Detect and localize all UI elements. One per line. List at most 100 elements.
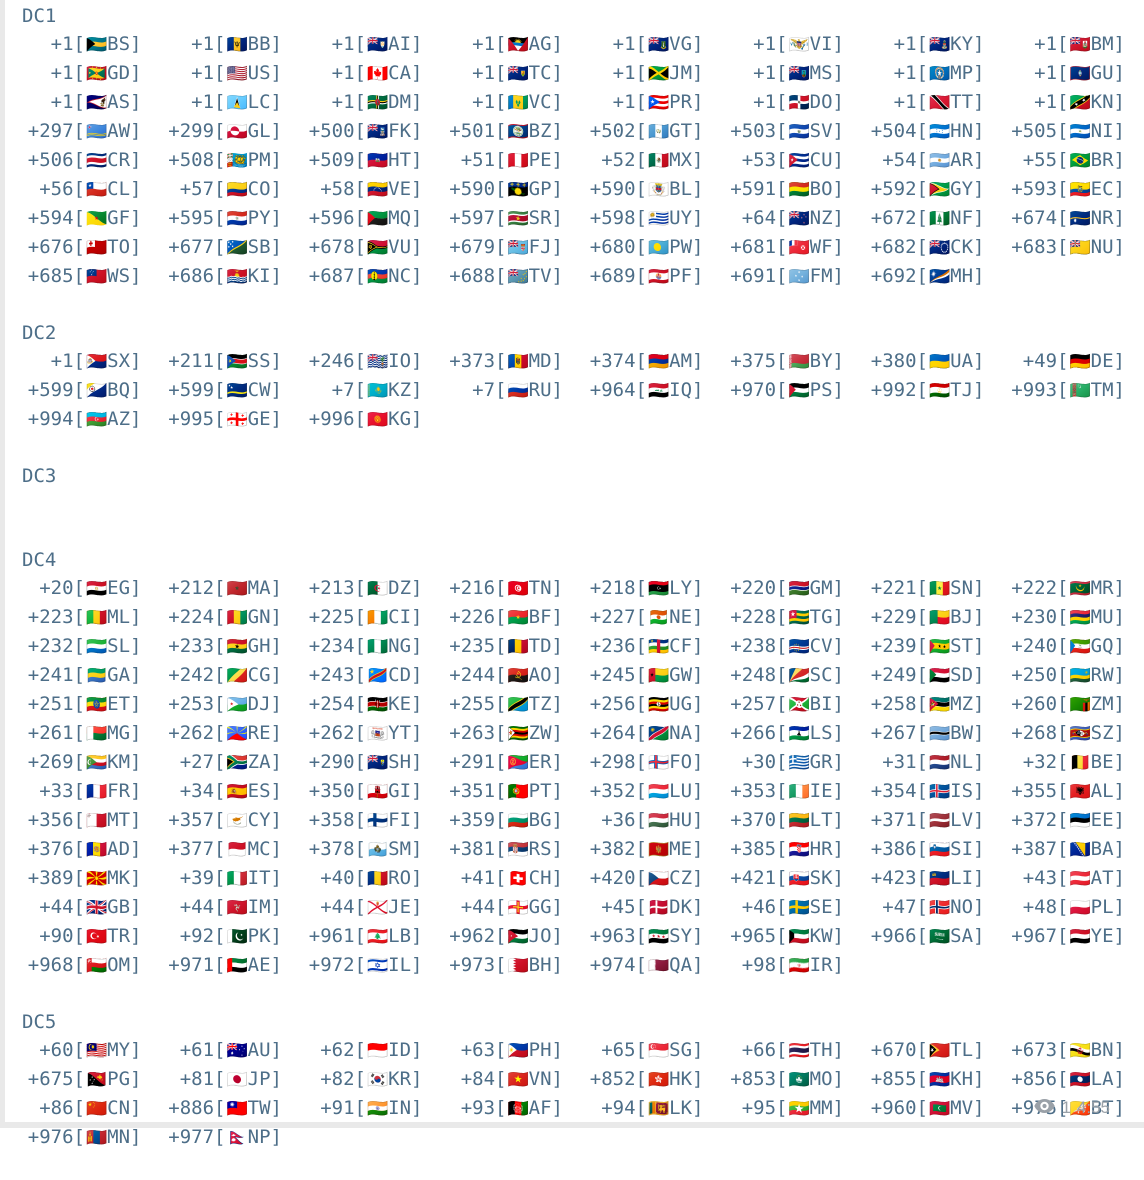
phone-prefix-entry: +359[🇧🇬BG]: [425, 806, 566, 835]
country-code-text: CR]: [107, 149, 142, 171]
prefix-text: +358[: [308, 809, 366, 831]
phone-prefix-entry: +1[🇦🇬AG]: [425, 30, 566, 59]
prefix-text: +242[: [168, 664, 226, 686]
country-flag-icon: 🇪🇸: [226, 782, 248, 802]
prefix-text: +351[: [449, 780, 507, 802]
country-code-text: PK]: [247, 925, 282, 947]
prefix-text: +594[: [27, 207, 85, 229]
country-code-text: CA]: [388, 62, 423, 84]
prefix-text: +223[: [27, 606, 85, 628]
phone-prefix-entry: +598[🇺🇾UY]: [565, 204, 706, 233]
country-code-text: MH]: [950, 265, 985, 287]
country-code-text: US]: [247, 62, 282, 84]
country-code-text: IT]: [247, 867, 282, 889]
country-code-text: SA]: [950, 925, 985, 947]
prefix-text: +51[: [460, 149, 507, 171]
country-code-text: DE]: [1090, 350, 1125, 372]
prefix-text: +420[: [589, 867, 647, 889]
country-flag-icon: 🇦🇫: [507, 1099, 529, 1119]
prefix-text: +672[: [870, 207, 928, 229]
country-code-text: BJ]: [950, 606, 985, 628]
country-code-text: MO]: [809, 1068, 844, 1090]
dc-section-dc3: DC3: [5, 462, 1144, 518]
prefix-text: +238[: [730, 635, 788, 657]
country-flag-icon: 🇹🇷: [86, 927, 107, 947]
country-flag-icon: 🇱🇹: [788, 811, 810, 831]
prefix-text: +84[: [460, 1068, 507, 1090]
phone-prefix-entry: +218[🇱🇾LY]: [565, 574, 706, 603]
country-flag-icon: 🇯🇴: [507, 927, 529, 947]
phone-prefix-entry: +222[🇲🇷MR]: [987, 574, 1128, 603]
phone-prefix-entry: +234[🇳🇬NG]: [284, 632, 425, 661]
country-flag-icon: 🇬🇫: [86, 209, 107, 229]
country-code-text: BH]: [528, 954, 563, 976]
phone-prefix-entry: +592[🇬🇾GY]: [846, 175, 987, 204]
phone-prefix-entry: +92[🇵🇰PK]: [144, 922, 285, 951]
country-flag-icon: 🇯🇵: [226, 1070, 248, 1090]
country-flag-icon: 🇭🇺: [648, 811, 669, 831]
country-flag-icon: 🇫🇴: [648, 753, 669, 773]
prefix-text: +246[: [308, 350, 366, 372]
country-flag-icon: 🇬🇩: [86, 64, 107, 84]
prefix-text: +212[: [168, 577, 226, 599]
phone-prefix-entry: +351[🇵🇹PT]: [425, 777, 566, 806]
phone-prefix-entry: +95[🇲🇲MM]: [706, 1094, 847, 1123]
prefix-text: +423[: [870, 867, 928, 889]
prefix-text: +82[: [320, 1068, 366, 1090]
phone-prefix-entry: +682[🇨🇰CK]: [846, 233, 987, 262]
country-flag-icon: 🇻🇺: [367, 238, 388, 258]
country-code-text: KE]: [388, 693, 423, 715]
country-flag-icon: 🇪🇪: [1069, 811, 1091, 831]
country-code-text: DZ]: [388, 577, 423, 599]
views-eye-icon: [1034, 1098, 1056, 1118]
country-flag-icon: 🇵🇾: [226, 209, 248, 229]
country-flag-icon: 🇧🇯: [929, 608, 950, 628]
prefix-text: +32[: [1022, 751, 1069, 773]
prefix-text: +886[: [168, 1097, 226, 1119]
phone-prefix-entry: +1[🇻🇨VC]: [425, 88, 566, 117]
country-flag-icon: 🇪🇹: [86, 695, 107, 715]
country-code-text: GY]: [950, 178, 985, 200]
prefix-text: +243[: [308, 664, 366, 686]
country-code-text: OM]: [107, 954, 142, 976]
country-code-text: EC]: [1090, 178, 1125, 200]
country-flag-icon: 🇲🇾: [86, 1041, 107, 1061]
country-flag-icon: 🇨🇼: [226, 381, 248, 401]
country-code-text: LV]: [950, 809, 985, 831]
country-code-text: BI]: [809, 693, 844, 715]
phone-prefix-entry: +976[🇲🇳MN]: [3, 1123, 144, 1152]
country-flag-icon: 🇲🇶: [367, 209, 388, 229]
prefix-text: +964[: [589, 379, 647, 401]
country-flag-icon: 🇼🇫: [788, 238, 810, 258]
prefix-text: +972[: [308, 954, 366, 976]
phone-prefix-entry: +503[🇸🇻SV]: [706, 117, 847, 146]
country-code-text: GP]: [528, 178, 563, 200]
prefix-text: +596[: [308, 207, 366, 229]
phone-prefix-entry: +27[🇿🇦ZA]: [144, 748, 285, 777]
prefix-text: +60[: [39, 1039, 85, 1061]
country-code-text: MQ]: [388, 207, 423, 229]
phone-prefix-entry: +356[🇲🇹MT]: [3, 806, 144, 835]
dc-section-dc5: DC5 +60[🇲🇾MY] +61[🇦🇺AU] +62[🇮🇩ID] +63[🇵🇭…: [5, 1008, 1144, 1152]
phone-prefix-entry: +371[🇱🇻LV]: [846, 806, 987, 835]
prefix-text: +1[: [191, 33, 226, 55]
country-code-text: MM]: [809, 1097, 844, 1119]
country-flag-icon: 🇸🇻: [788, 122, 810, 142]
country-code-text: BA]: [1090, 838, 1125, 860]
prefix-text: +689[: [589, 265, 647, 287]
country-flag-icon: 🇩🇪: [1069, 352, 1091, 372]
country-flag-icon: 🇲🇦: [226, 579, 248, 599]
prefix-text: +63[: [460, 1039, 507, 1061]
prefix-text: +55[: [1022, 149, 1069, 171]
country-code-text: RE]: [247, 722, 282, 744]
phone-prefix-entry: +94[🇱🇰LK]: [565, 1094, 706, 1123]
country-flag-icon: 🇬🇵: [507, 180, 529, 200]
phone-prefix-entry: +689[🇵🇫PF]: [565, 262, 706, 291]
country-code-text: SM]: [388, 838, 423, 860]
country-flag-icon: 🇹🇩: [507, 637, 529, 657]
prefix-text: +359[: [449, 809, 507, 831]
prefix-text: +33[: [39, 780, 85, 802]
country-flag-icon: 🇧🇧: [226, 35, 248, 55]
country-code-text: SR]: [528, 207, 563, 229]
country-flag-icon: 🇩🇰: [648, 898, 669, 918]
